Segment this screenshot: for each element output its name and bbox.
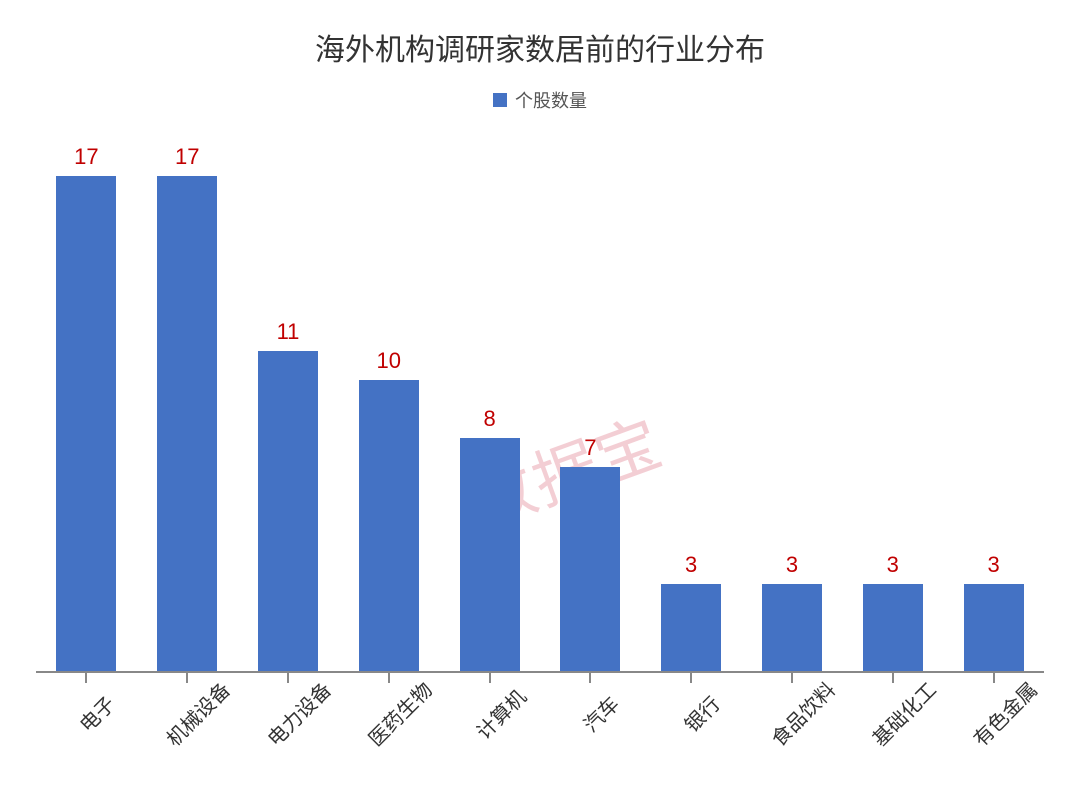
bar-value-label: 3 (887, 552, 899, 578)
x-axis: 电子机械设备电力设备医药生物计算机汽车银行食品饮料基础化工有色金属 (36, 673, 1044, 732)
x-tick: 医药生物 (338, 673, 439, 732)
bar-slot: 17 (36, 133, 137, 671)
x-axis-label: 银行 (677, 689, 726, 738)
bar (258, 351, 318, 671)
legend-label: 个股数量 (515, 87, 587, 113)
x-tick: 汽车 (540, 673, 641, 732)
x-tick: 机械设备 (137, 673, 238, 732)
bar (964, 584, 1024, 671)
x-axis-label: 汽车 (576, 689, 625, 738)
legend-swatch (493, 93, 507, 107)
bar-value-label: 17 (74, 144, 98, 170)
x-tick-mark (85, 673, 87, 683)
x-tick: 电子 (36, 673, 137, 732)
x-tick-mark (388, 673, 390, 683)
bar (359, 380, 419, 671)
x-axis-label: 计算机 (468, 682, 531, 745)
x-tick-mark (892, 673, 894, 683)
bar (863, 584, 923, 671)
bar (157, 176, 217, 671)
bar (460, 438, 520, 671)
bar-slot: 3 (742, 133, 843, 671)
bar-slot: 10 (338, 133, 439, 671)
bar-value-label: 10 (377, 348, 401, 374)
bar-slot: 3 (842, 133, 943, 671)
bar-slot: 8 (439, 133, 540, 671)
x-axis-label: 食品饮料 (764, 675, 841, 752)
bar-value-label: 3 (987, 552, 999, 578)
bar-value-label: 8 (483, 406, 495, 432)
x-tick: 基础化工 (842, 673, 943, 732)
bar-slot: 7 (540, 133, 641, 671)
bar-value-label: 3 (786, 552, 798, 578)
chart-title: 海外机构调研家数居前的行业分布 (30, 25, 1050, 69)
x-tick-mark (186, 673, 188, 683)
bar-value-label: 3 (685, 552, 697, 578)
x-tick: 有色金属 (943, 673, 1044, 732)
x-tick-mark (489, 673, 491, 683)
x-tick: 银行 (641, 673, 742, 732)
legend: 个股数量 (30, 87, 1050, 113)
x-tick-mark (690, 673, 692, 683)
x-tick-mark (791, 673, 793, 683)
bar-value-label: 7 (584, 435, 596, 461)
x-tick-mark (993, 673, 995, 683)
bar (762, 584, 822, 671)
bar (56, 176, 116, 671)
x-axis-label: 基础化工 (864, 675, 941, 752)
x-axis-label: 机械设备 (159, 675, 236, 752)
x-axis-label: 电子 (72, 689, 121, 738)
x-axis-label: 有色金属 (965, 675, 1042, 752)
chart-container: 海外机构调研家数居前的行业分布 个股数量 数据宝 17171110873333 … (0, 0, 1080, 803)
x-axis-label: 电力设备 (260, 675, 337, 752)
bar-value-label: 17 (175, 144, 199, 170)
bar (560, 467, 620, 671)
bar-slot: 17 (137, 133, 238, 671)
x-axis-label: 医药生物 (360, 675, 437, 752)
bars-group: 17 17 11 10 8 7 3 3 3 3 (36, 133, 1044, 671)
x-tick: 计算机 (439, 673, 540, 732)
bar-slot: 11 (238, 133, 339, 671)
x-tick: 食品饮料 (742, 673, 843, 732)
legend-item: 个股数量 (493, 87, 587, 113)
x-tick-mark (589, 673, 591, 683)
bar-slot: 3 (641, 133, 742, 671)
x-tick-mark (287, 673, 289, 683)
bar-slot: 3 (943, 133, 1044, 671)
x-tick: 电力设备 (238, 673, 339, 732)
bar-value-label: 11 (277, 319, 300, 345)
plot-area: 数据宝 17171110873333 (36, 133, 1044, 673)
bar (661, 584, 721, 671)
